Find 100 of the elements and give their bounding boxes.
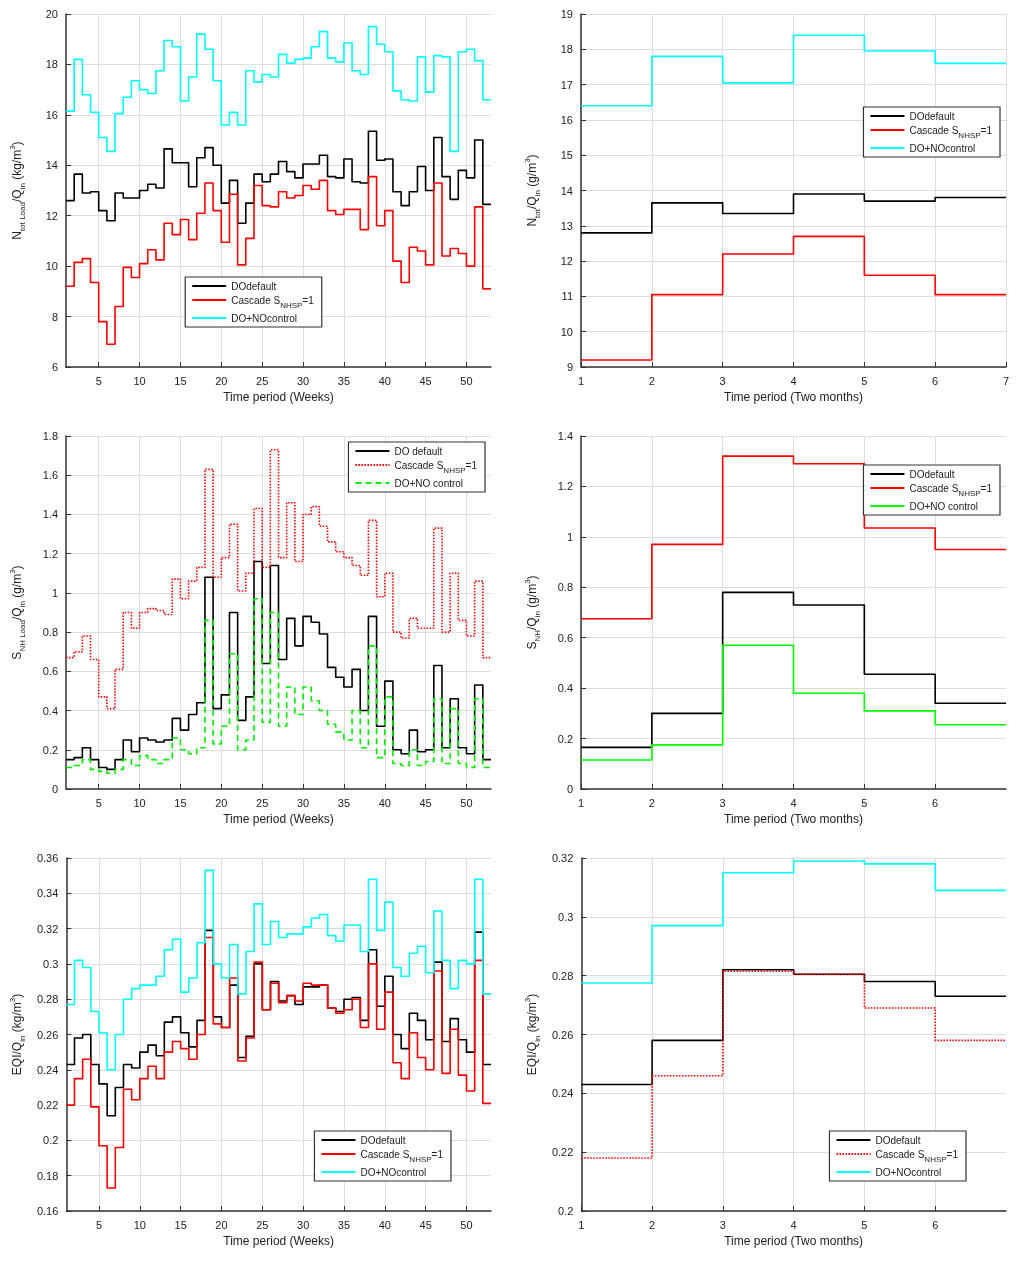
y-tick-label: 0.6 xyxy=(42,665,58,678)
x-axis-title: Time period (Weeks) xyxy=(223,390,334,404)
y-tick-label: 15 xyxy=(560,149,573,162)
x-tick-label: 25 xyxy=(256,1218,269,1231)
x-axis-title: Time period (Two months) xyxy=(724,1234,864,1248)
y-axis-title: EQI/Qin (kg/m3) xyxy=(522,993,542,1076)
x-tick-label: 40 xyxy=(378,1218,391,1231)
x-tick-label: 1 xyxy=(578,1218,585,1231)
x-tick-label: 5 xyxy=(861,796,868,809)
x-tick-label: 45 xyxy=(419,796,432,809)
y-tick-label: 0.3 xyxy=(558,910,574,923)
y-tick-label: 17 xyxy=(560,78,573,91)
y-tick-label: 0 xyxy=(566,783,573,795)
y-tick-label: 6 xyxy=(51,361,58,373)
x-tick-label: 2 xyxy=(649,1218,656,1231)
x-tick-label: 25 xyxy=(256,374,269,387)
y-tick-label: 0.8 xyxy=(42,626,58,639)
x-axis-title: Time period (Two months) xyxy=(724,390,863,404)
y-tick-label: 11 xyxy=(561,290,573,303)
y-tick-label: 1.4 xyxy=(557,430,573,442)
x-tick-label: 5 xyxy=(861,1218,868,1231)
legend-label: DOdefault xyxy=(909,468,955,480)
y-tick-label: 18 xyxy=(560,43,573,56)
y-axis-title: EQI/Qin (kg/m3) xyxy=(7,993,27,1076)
x-tick-label: 35 xyxy=(337,1218,351,1231)
x-tick-label: 5 xyxy=(95,374,102,387)
y-tick-label: 0.16 xyxy=(36,1205,59,1217)
y-tick-label: 0.28 xyxy=(551,969,574,982)
x-tick-label: 7 xyxy=(1002,374,1010,387)
y-tick-label: 0.2 xyxy=(43,1134,59,1147)
y-tick-label: 20 xyxy=(45,8,58,20)
y-tick-label: 0.34 xyxy=(36,887,59,900)
y-axis-title: Ntot Load/Qin (kg/m3) xyxy=(7,141,27,240)
y-tick-label: 0.32 xyxy=(36,922,59,935)
y-tick-label: 1.6 xyxy=(42,469,58,482)
legend-label: DOdefault xyxy=(875,1134,921,1146)
legend-label: DO+NOcontrol xyxy=(909,142,976,154)
x-tick-label: 2 xyxy=(648,374,655,387)
x-tick-label: 1 xyxy=(577,374,585,387)
x-tick-label: 25 xyxy=(256,796,269,809)
y-tick-label: 0.4 xyxy=(42,704,58,717)
legend-label: DO+NOcontrol xyxy=(231,312,298,324)
x-tick-label: 20 xyxy=(215,1218,228,1231)
x-tick-label: 45 xyxy=(419,1218,432,1231)
x-tick-label: 6 xyxy=(932,796,939,809)
legend-label: DO+NO control xyxy=(909,500,979,512)
x-axis-title: Time period (Weeks) xyxy=(223,1234,335,1248)
y-tick-label: 0.36 xyxy=(36,852,59,864)
x-tick-label: 20 xyxy=(215,796,228,809)
legend-label: DO+NO control xyxy=(394,477,464,489)
x-tick-label: 40 xyxy=(378,374,391,387)
y-tick-label: 0.2 xyxy=(557,732,573,745)
x-tick-label: 35 xyxy=(337,796,351,809)
y-tick-label: 10 xyxy=(45,260,58,273)
y-tick-label: 14 xyxy=(45,159,58,172)
y-axis-title: Ntot/Qin (g/m3) xyxy=(522,154,542,227)
x-tick-label: 4 xyxy=(790,374,797,387)
y-tick-label: 8 xyxy=(51,310,58,323)
y-tick-label: 16 xyxy=(560,113,573,126)
x-tick-label: 20 xyxy=(215,374,228,387)
y-tick-label: 0.24 xyxy=(551,1087,574,1100)
y-tick-label: 0.32 xyxy=(551,852,574,864)
y-tick-label: 0.28 xyxy=(36,993,59,1006)
x-tick-label: 3 xyxy=(719,1218,726,1231)
x-tick-label: 4 xyxy=(790,1218,797,1231)
y-tick-label: 0.2 xyxy=(558,1205,574,1217)
y-tick-label: 13 xyxy=(560,219,573,232)
y-tick-label: 0.8 xyxy=(557,581,573,594)
x-tick-label: 6 xyxy=(932,1218,939,1231)
x-tick-label: 50 xyxy=(460,1218,473,1231)
y-tick-label: 1 xyxy=(51,586,58,599)
x-tick-label: 10 xyxy=(133,796,146,809)
x-tick-label: 5 xyxy=(95,796,102,809)
y-tick-label: 0.18 xyxy=(36,1169,59,1182)
y-tick-label: 9 xyxy=(566,361,573,373)
y-tick-label: 0.4 xyxy=(557,682,573,695)
y-axis-title: SNH/Qin (g/m3) xyxy=(522,575,542,650)
x-axis-title: Time period (Weeks) xyxy=(223,812,334,826)
x-tick-label: 5 xyxy=(95,1218,103,1231)
y-tick-label: 0.26 xyxy=(551,1028,574,1041)
x-tick-label: 40 xyxy=(378,796,391,809)
y-tick-label: 1.2 xyxy=(557,480,573,493)
x-tick-label: 10 xyxy=(133,374,146,387)
x-tick-label: 6 xyxy=(932,374,939,387)
y-tick-label: 10 xyxy=(560,325,573,338)
x-tick-label: 10 xyxy=(133,1218,146,1231)
x-tick-label: 15 xyxy=(174,1218,187,1231)
x-axis-title: Time period (Two months) xyxy=(724,812,863,826)
x-tick-label: 50 xyxy=(460,796,473,809)
y-tick-label: 1.2 xyxy=(42,547,58,560)
legend-label: DOdefault xyxy=(231,280,277,292)
x-tick-label: 30 xyxy=(297,1218,310,1231)
legend-label: DO default xyxy=(394,445,443,457)
y-tick-label: 0.24 xyxy=(36,1063,59,1076)
y-tick-label: 1.8 xyxy=(42,430,58,442)
legend-label: DO+NOcontrol xyxy=(875,1166,942,1178)
y-tick-label: 12 xyxy=(45,209,58,222)
y-tick-label: 1 xyxy=(566,530,573,543)
x-tick-label: 30 xyxy=(296,374,310,387)
y-tick-label: 0 xyxy=(51,783,58,795)
